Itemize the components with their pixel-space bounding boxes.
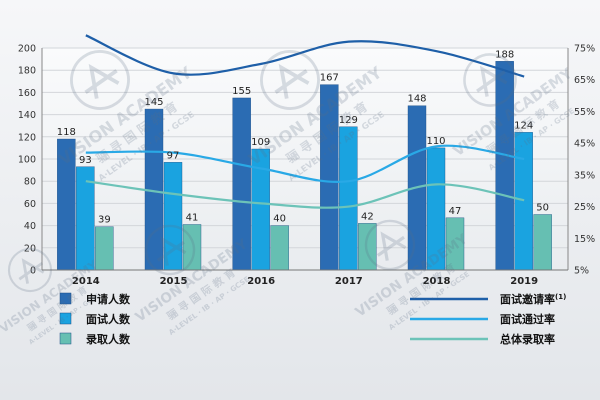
data-labels: 118 145 155 167 148 188 93 97 109 129 110 124 39 41 40… (57, 49, 549, 225)
x-tick-label: 2018 (423, 276, 451, 287)
y-left-tick-label: 160 (18, 88, 36, 99)
x-tick-label: 2015 (160, 276, 188, 287)
watermark-mark (156, 236, 187, 266)
y-left-tick-label: 140 (18, 110, 36, 121)
legend-label: 申请人数 (86, 292, 131, 306)
bar-data-label: 47 (449, 206, 462, 217)
bar-data-label: 124 (514, 120, 533, 131)
bar-data-label: 93 (79, 155, 92, 166)
bar-data-label: 97 (167, 150, 180, 161)
bar-data-label: 40 (273, 214, 286, 225)
watermark-mark (84, 63, 120, 99)
bar-data-label: 42 (361, 211, 374, 222)
bar-data-label: 155 (232, 86, 251, 97)
legend-swatch (59, 292, 72, 305)
bar-data-label: 129 (339, 115, 358, 126)
y-right-tick-label: 45% (574, 139, 595, 150)
watermark-mark (18, 258, 45, 284)
watermark-ring (260, 50, 320, 110)
y-left-tick-label: 80 (24, 177, 36, 188)
watermark-ring (70, 50, 130, 110)
x-tick-label: 2017 (335, 276, 363, 287)
y-left-tick-label: 20 (24, 243, 36, 254)
bar (95, 226, 114, 271)
legend-label: 面试通过率 (500, 312, 555, 326)
y-right-tick-label: 75% (574, 44, 595, 55)
y-left-tick-label: 60 (24, 199, 36, 210)
bar-data-label: 50 (536, 203, 549, 214)
y-left-tick-label: 200 (18, 44, 36, 55)
bar-data-label: 118 (57, 127, 76, 138)
y-left-tick-label: 40 (24, 221, 36, 232)
lines (85, 34, 525, 209)
legend-label: 面试人数 (86, 312, 131, 326)
line-series (85, 180, 525, 209)
axes: 0 20 40 60 80 100 120 140 160 180 200 5% 15% 25% 35% 45… (18, 44, 595, 288)
y-left-tick-label: 120 (18, 132, 36, 143)
bar-data-label: 148 (407, 94, 426, 105)
line-series (85, 144, 525, 183)
y-left-tick-label: 100 (18, 155, 36, 166)
gridlines (42, 47, 568, 271)
legend-swatch (59, 332, 72, 345)
bar-data-label: 110 (426, 136, 445, 147)
x-tick-label: 2014 (72, 276, 100, 287)
x-tick-label: 2019 (510, 276, 538, 287)
y-left-tick-label: 0 (30, 266, 36, 277)
y-left-tick-label: 180 (18, 66, 36, 77)
bar-data-label: 39 (98, 215, 111, 226)
y-right-tick-label: 35% (574, 170, 595, 181)
legend-label: 录取人数 (86, 332, 131, 346)
legend-label: 总体录取率 (500, 332, 555, 346)
y-right-tick-label: 65% (574, 75, 595, 86)
legend-label: 面试邀请率(1) (500, 292, 566, 306)
legend-swatch (59, 312, 72, 325)
watermark-ring (463, 53, 517, 107)
y-right-tick-label: 15% (574, 234, 595, 245)
bar-data-label: 109 (251, 137, 270, 148)
bar-data-label: 167 (320, 73, 339, 84)
y-right-tick-label: 25% (574, 202, 595, 213)
line-series (85, 34, 525, 78)
watermark-ring (144, 224, 196, 276)
y-right-tick-label: 5% (574, 266, 589, 277)
bar-data-label: 188 (495, 49, 514, 60)
bar-data-label: 145 (144, 97, 163, 108)
watermark-mark (274, 63, 310, 99)
watermark-ring (364, 219, 416, 271)
bar (270, 225, 289, 271)
bar (533, 214, 552, 271)
watermark-mark (476, 65, 508, 97)
y-right-tick-label: 55% (574, 107, 595, 118)
x-tick-label: 2016 (247, 276, 275, 287)
watermark-mark (376, 231, 407, 261)
watermark-ring (7, 247, 53, 293)
bar-data-label: 41 (186, 212, 199, 223)
